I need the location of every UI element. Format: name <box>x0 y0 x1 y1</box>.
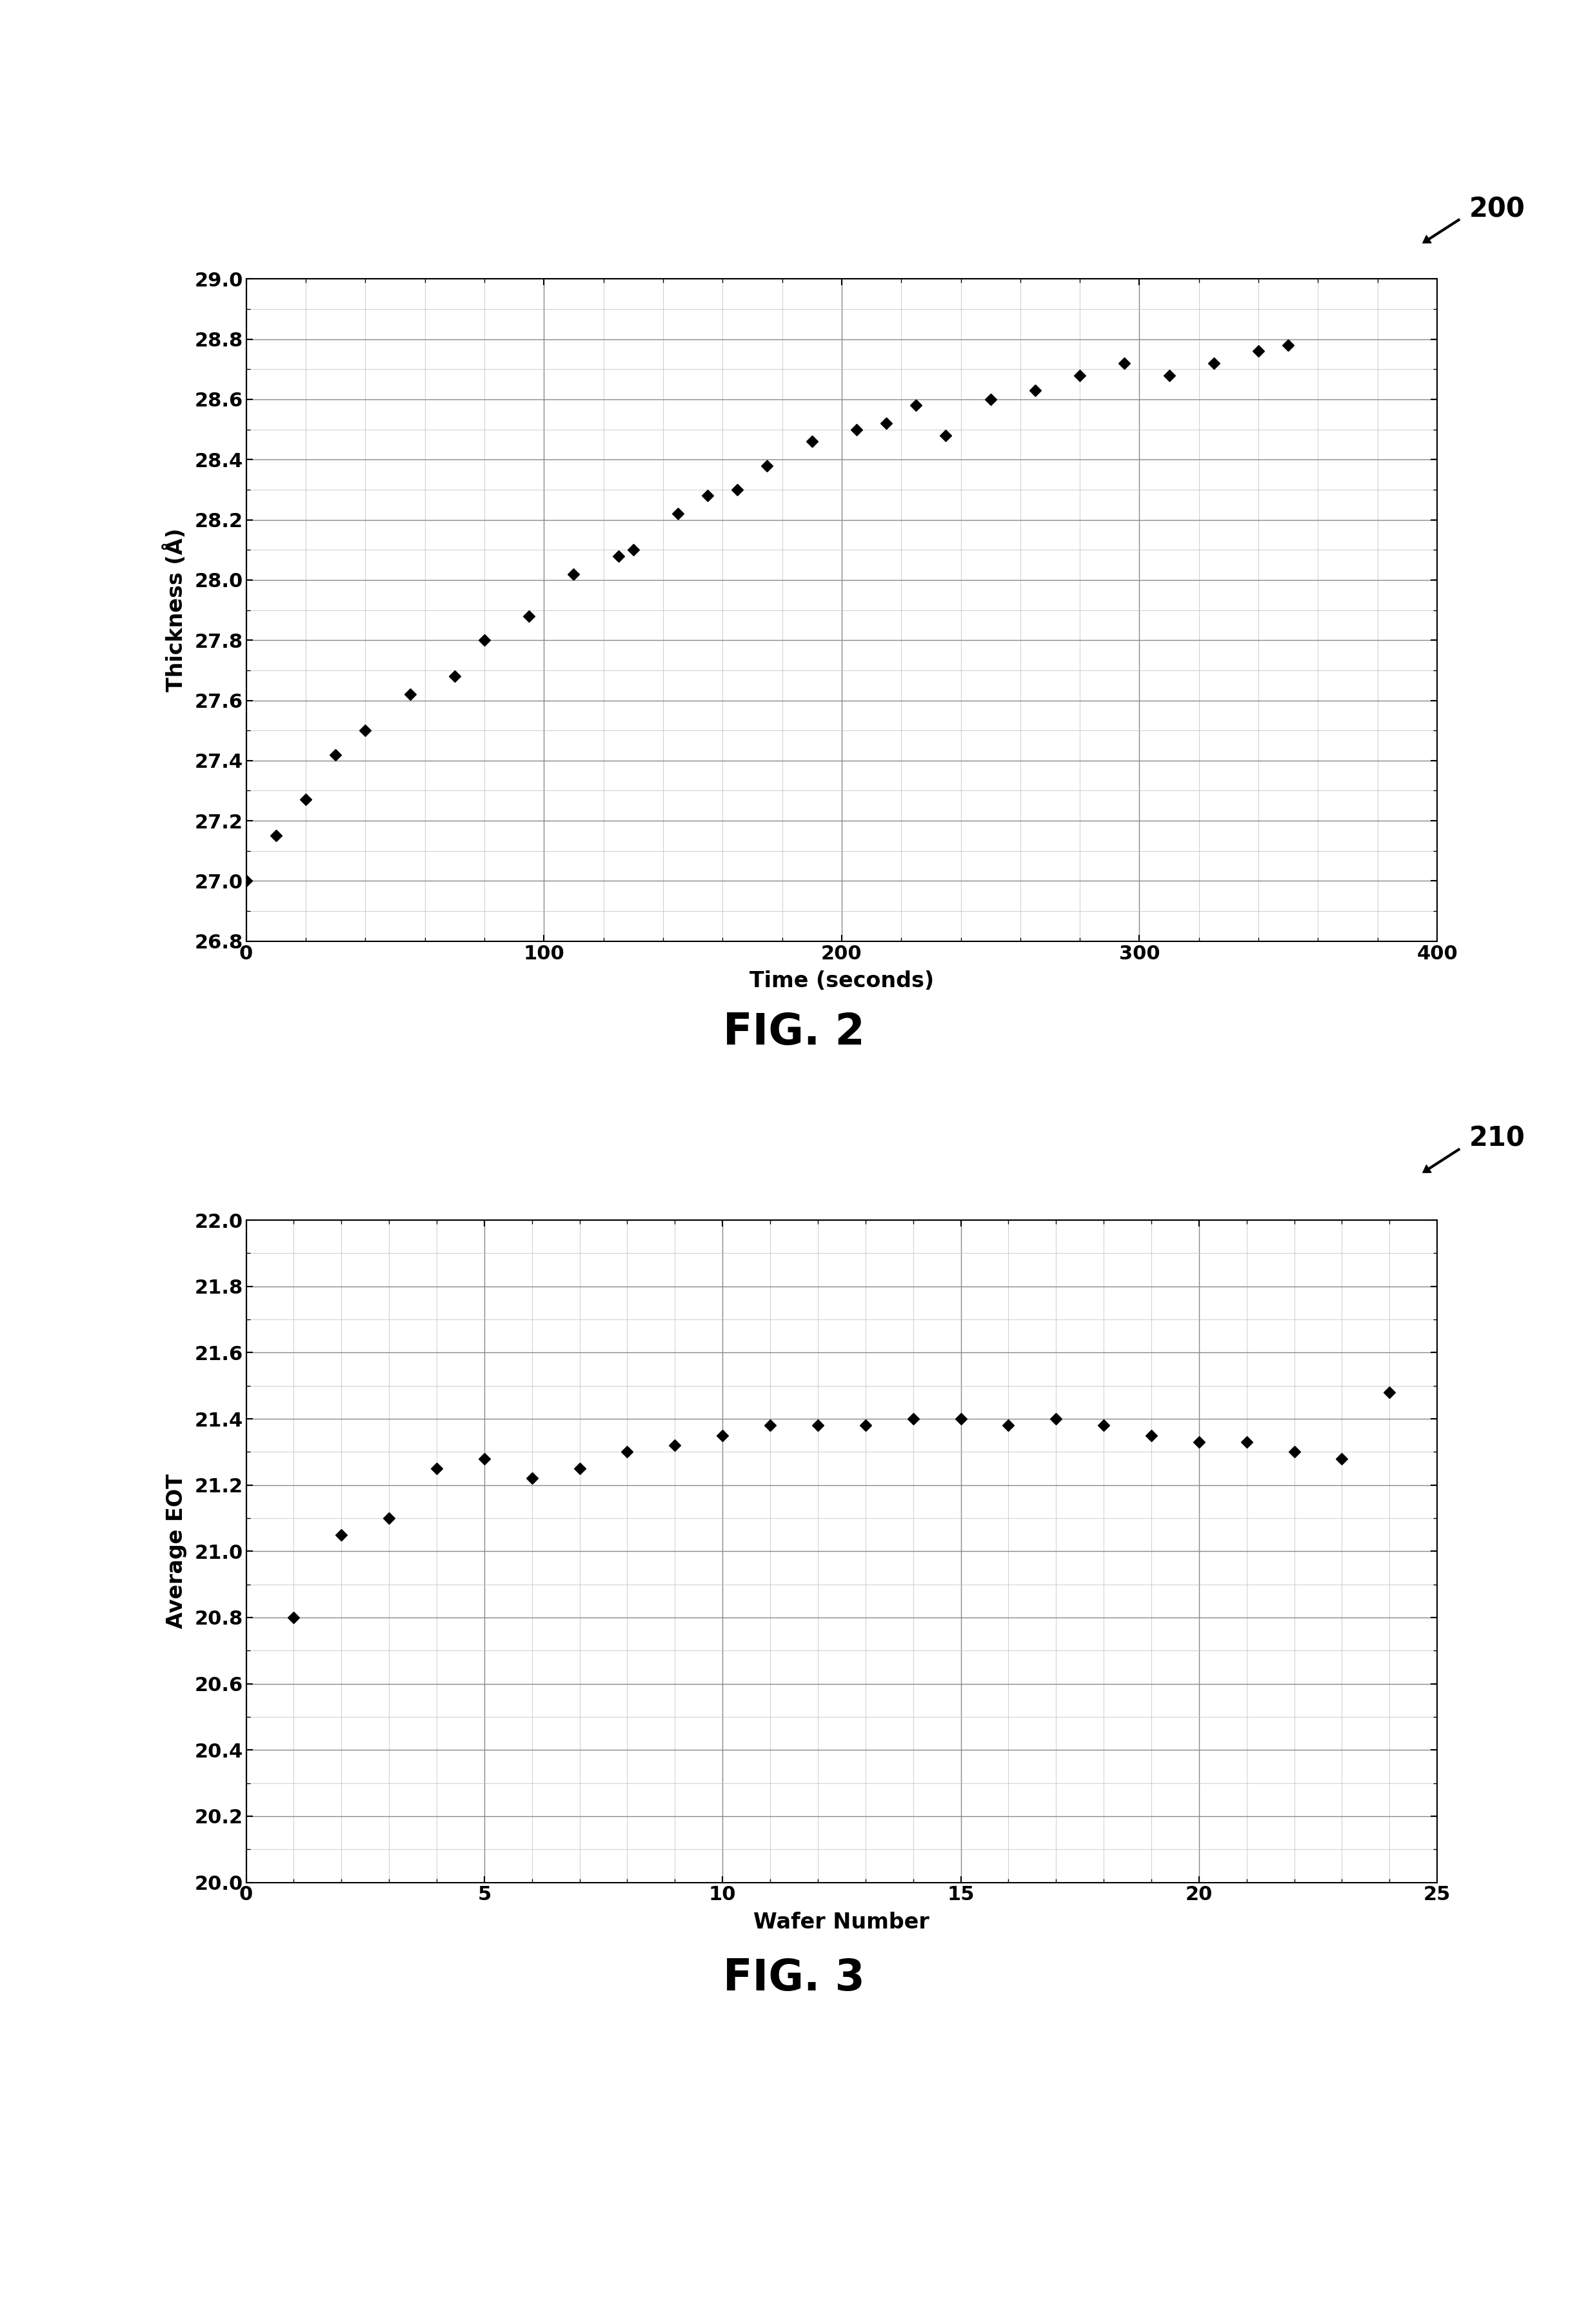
Text: 200: 200 <box>1469 195 1524 223</box>
Y-axis label: Thickness (Å): Thickness (Å) <box>164 528 187 693</box>
Text: 210: 210 <box>1469 1125 1524 1153</box>
Text: FIG. 3: FIG. 3 <box>723 1957 865 1999</box>
X-axis label: Time (seconds): Time (seconds) <box>750 969 934 992</box>
Text: FIG. 2: FIG. 2 <box>723 1011 865 1053</box>
X-axis label: Wafer Number: Wafer Number <box>754 1910 929 1934</box>
Y-axis label: Average EOT: Average EOT <box>167 1473 187 1629</box>
